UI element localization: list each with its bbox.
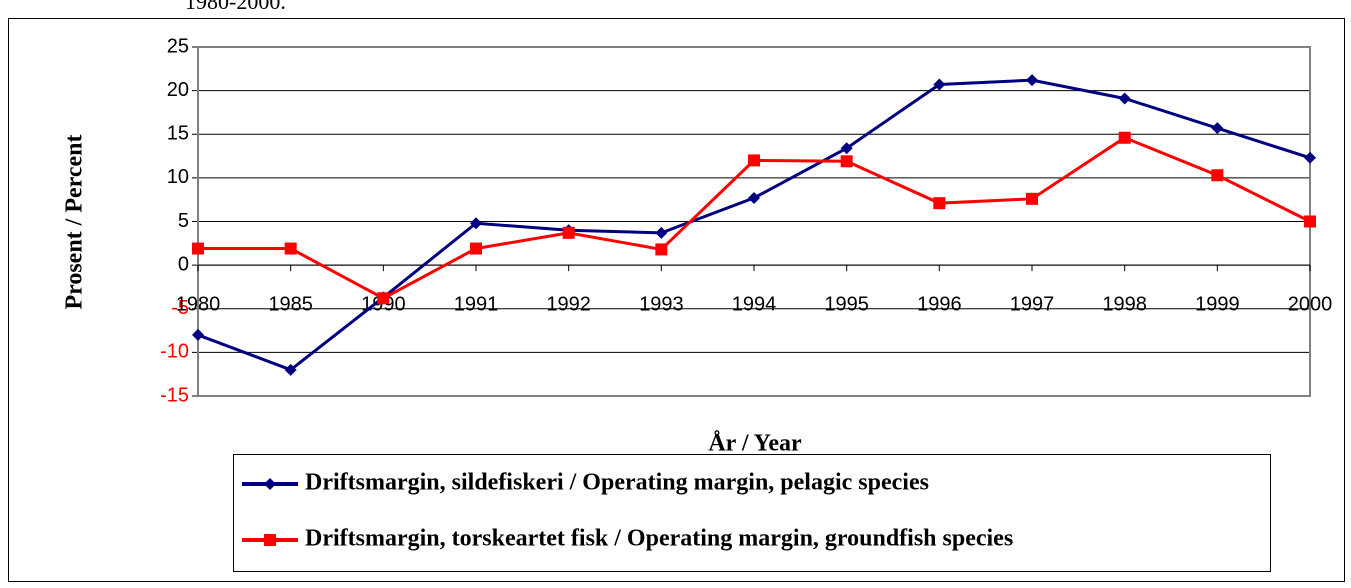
legend-label: Driftsmargin, sildefiskeri / Operating m… (305, 470, 929, 496)
marker (933, 78, 946, 91)
marker (192, 242, 204, 255)
legend-label: Driftsmargin, torskeartet fisk / Operati… (305, 526, 1013, 552)
marker (933, 197, 946, 210)
marker (1118, 131, 1131, 144)
marker (264, 534, 276, 546)
x-tick-label: 1990 (361, 293, 406, 315)
marker (284, 242, 297, 255)
x-axis-title: År / Year (708, 431, 802, 457)
header-text: 1980-2000. (185, 0, 286, 14)
x-tick-label: 1994 (732, 293, 777, 315)
marker (1211, 169, 1224, 182)
marker (1118, 92, 1131, 105)
marker (284, 363, 297, 376)
x-tick-label: 1997 (1010, 293, 1055, 315)
marker (655, 243, 668, 256)
y-tick-label: 5 (178, 210, 189, 232)
marker (1304, 151, 1316, 164)
y-tick-label: 20 (167, 79, 189, 101)
x-tick-label: 1991 (454, 293, 499, 315)
series-line (197, 78, 1311, 372)
x-tick-label: 1992 (546, 293, 591, 315)
marker (1026, 192, 1038, 205)
marker (470, 217, 482, 230)
marker (748, 154, 760, 167)
y-tick-label: 10 (167, 166, 189, 188)
marker (840, 142, 853, 155)
y-tick-label: -10 (160, 341, 189, 363)
y-axis-title: Prosent / Percent (62, 134, 88, 309)
marker (1211, 122, 1224, 135)
marker (840, 155, 853, 168)
marker (470, 242, 482, 255)
marker (562, 226, 575, 239)
x-tick-label: 1995 (824, 293, 869, 315)
y-tick-label: -5 (171, 297, 189, 319)
marker (377, 292, 390, 305)
legend (233, 454, 1271, 572)
y-tick-label: 0 (178, 253, 189, 275)
marker (1026, 74, 1038, 87)
marker (655, 226, 668, 239)
chart-frame (8, 18, 1345, 582)
x-tick-label: 1999 (1195, 293, 1240, 315)
marker (264, 478, 276, 490)
marker (748, 191, 760, 204)
x-tick-label: 1998 (1102, 293, 1147, 315)
y-tick-label: 25 (167, 35, 189, 57)
marker (1304, 215, 1316, 228)
x-tick-label: 1985 (268, 293, 313, 315)
marker (192, 328, 204, 341)
x-tick-label: 1993 (639, 293, 684, 315)
y-tick-label: -15 (160, 384, 189, 406)
x-tick-label: 2000 (1288, 293, 1333, 315)
x-tick-label: 1980 (176, 293, 221, 315)
y-tick-label: 15 (167, 123, 189, 145)
x-tick-label: 1996 (917, 293, 962, 315)
